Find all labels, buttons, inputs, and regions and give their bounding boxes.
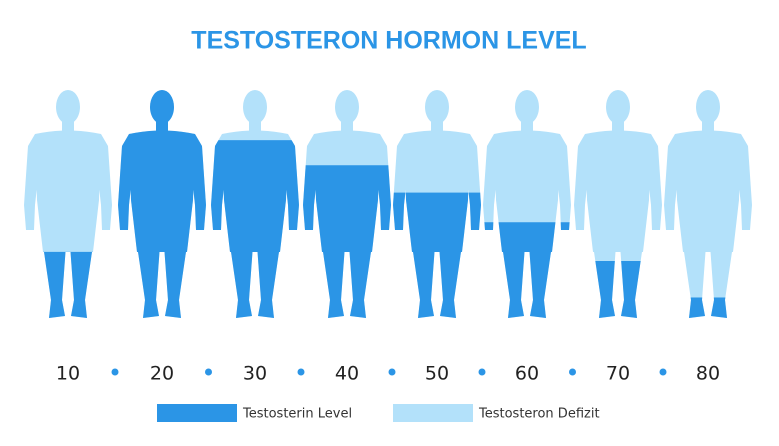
legend: Testosterin Level Testosteron Defizit	[157, 404, 600, 422]
age-label: 30	[243, 363, 267, 385]
level-fill	[664, 297, 752, 318]
age-label: 40	[335, 363, 359, 385]
separator-dot	[388, 368, 396, 376]
separator-dot	[478, 368, 486, 376]
age-label: 20	[150, 363, 174, 385]
separator-dot	[569, 368, 576, 376]
age-label: 60	[515, 363, 539, 385]
figure	[664, 90, 752, 318]
legend-swatch	[157, 404, 237, 422]
level-fill	[303, 165, 391, 318]
deficit-fill	[483, 90, 571, 318]
legend-swatch	[393, 404, 473, 422]
figure	[483, 90, 571, 318]
deficit-fill	[574, 90, 662, 318]
figure	[574, 90, 662, 318]
legend-label: Testosteron Defizit	[478, 407, 600, 422]
figure	[393, 90, 481, 318]
deficit-fill	[24, 90, 112, 318]
separator-dot	[111, 368, 119, 376]
level-fill	[24, 251, 112, 318]
level-fill	[483, 222, 571, 318]
separator-dot	[659, 368, 667, 376]
level-fill	[118, 90, 206, 318]
figure	[24, 90, 112, 318]
age-label: 70	[606, 363, 630, 385]
separator-dot	[297, 368, 305, 376]
age-label: 80	[696, 363, 720, 385]
level-fill	[211, 140, 299, 318]
age-label: 50	[425, 363, 449, 385]
figure	[303, 90, 391, 318]
level-fill	[393, 192, 481, 318]
figure	[118, 90, 206, 318]
separator-dot	[205, 368, 212, 376]
age-label: 10	[56, 363, 80, 385]
level-fill	[574, 261, 662, 318]
figure	[211, 90, 299, 318]
deficit-fill	[664, 90, 752, 318]
title: TESTOSTERON HORMON LEVEL	[191, 27, 586, 55]
legend-label: Testosterin Level	[242, 407, 352, 422]
figures: 10 20 30 40 50 60 70 80	[24, 90, 752, 385]
